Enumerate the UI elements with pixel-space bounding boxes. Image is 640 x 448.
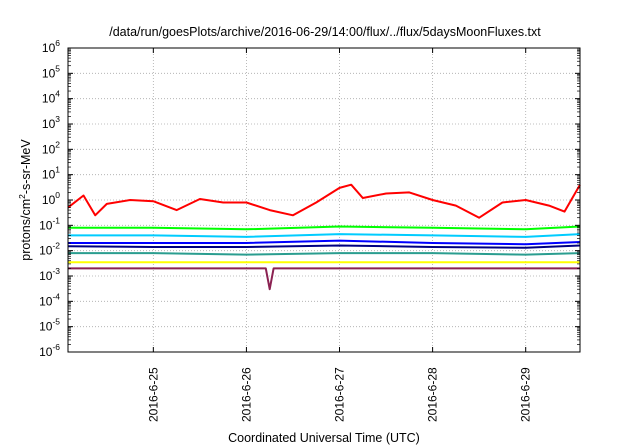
y-tick-label: 101 [42,165,60,182]
chart-title: /data/run/goesPlots/archive/2016-06-29/1… [109,25,541,39]
series-line-3 [68,233,581,238]
y-tick-label: 10-1 [39,215,60,232]
x-tick-label: 2016-6-27 [333,367,347,422]
y-tick-label: 10-4 [39,291,60,308]
y-tick-label: 103 [42,114,60,131]
x-tick-label: 2016-6-28 [426,367,440,422]
y-tick-label: 10-2 [39,241,60,258]
series-line-1 [67,183,581,219]
x-tick-label: 2016-6-29 [519,367,533,422]
y-tick-label: 102 [42,139,60,156]
y-axis-label: protons/cm2-s-sr-MeV [17,139,33,261]
x-axis-label: Coordinated Universal Time (UTC) [228,431,420,445]
grid [68,48,580,352]
y-tick-label: 10-5 [39,317,60,334]
series-line-6 [68,252,581,256]
series-line-5 [67,244,581,249]
y-tick-label: 10-3 [39,266,60,283]
y-tick-label: 105 [42,63,60,80]
series-line-2 [68,225,581,231]
y-tick-label: 100 [42,190,60,207]
y-tick-label: 104 [42,89,60,106]
y-tick-label: 10-6 [39,342,60,359]
axes: 10-6 10-5 10-4 10-3 10-2 10-1 100 101 102 103 104 1… [39,38,580,422]
series-line-4 [68,239,581,246]
y-tick-label: 106 [42,38,60,55]
series-line-8 [68,267,580,291]
series-layer [67,183,581,291]
x-tick-label: 2016-6-25 [146,367,160,422]
x-tick-label: 2016-6-26 [239,367,253,422]
